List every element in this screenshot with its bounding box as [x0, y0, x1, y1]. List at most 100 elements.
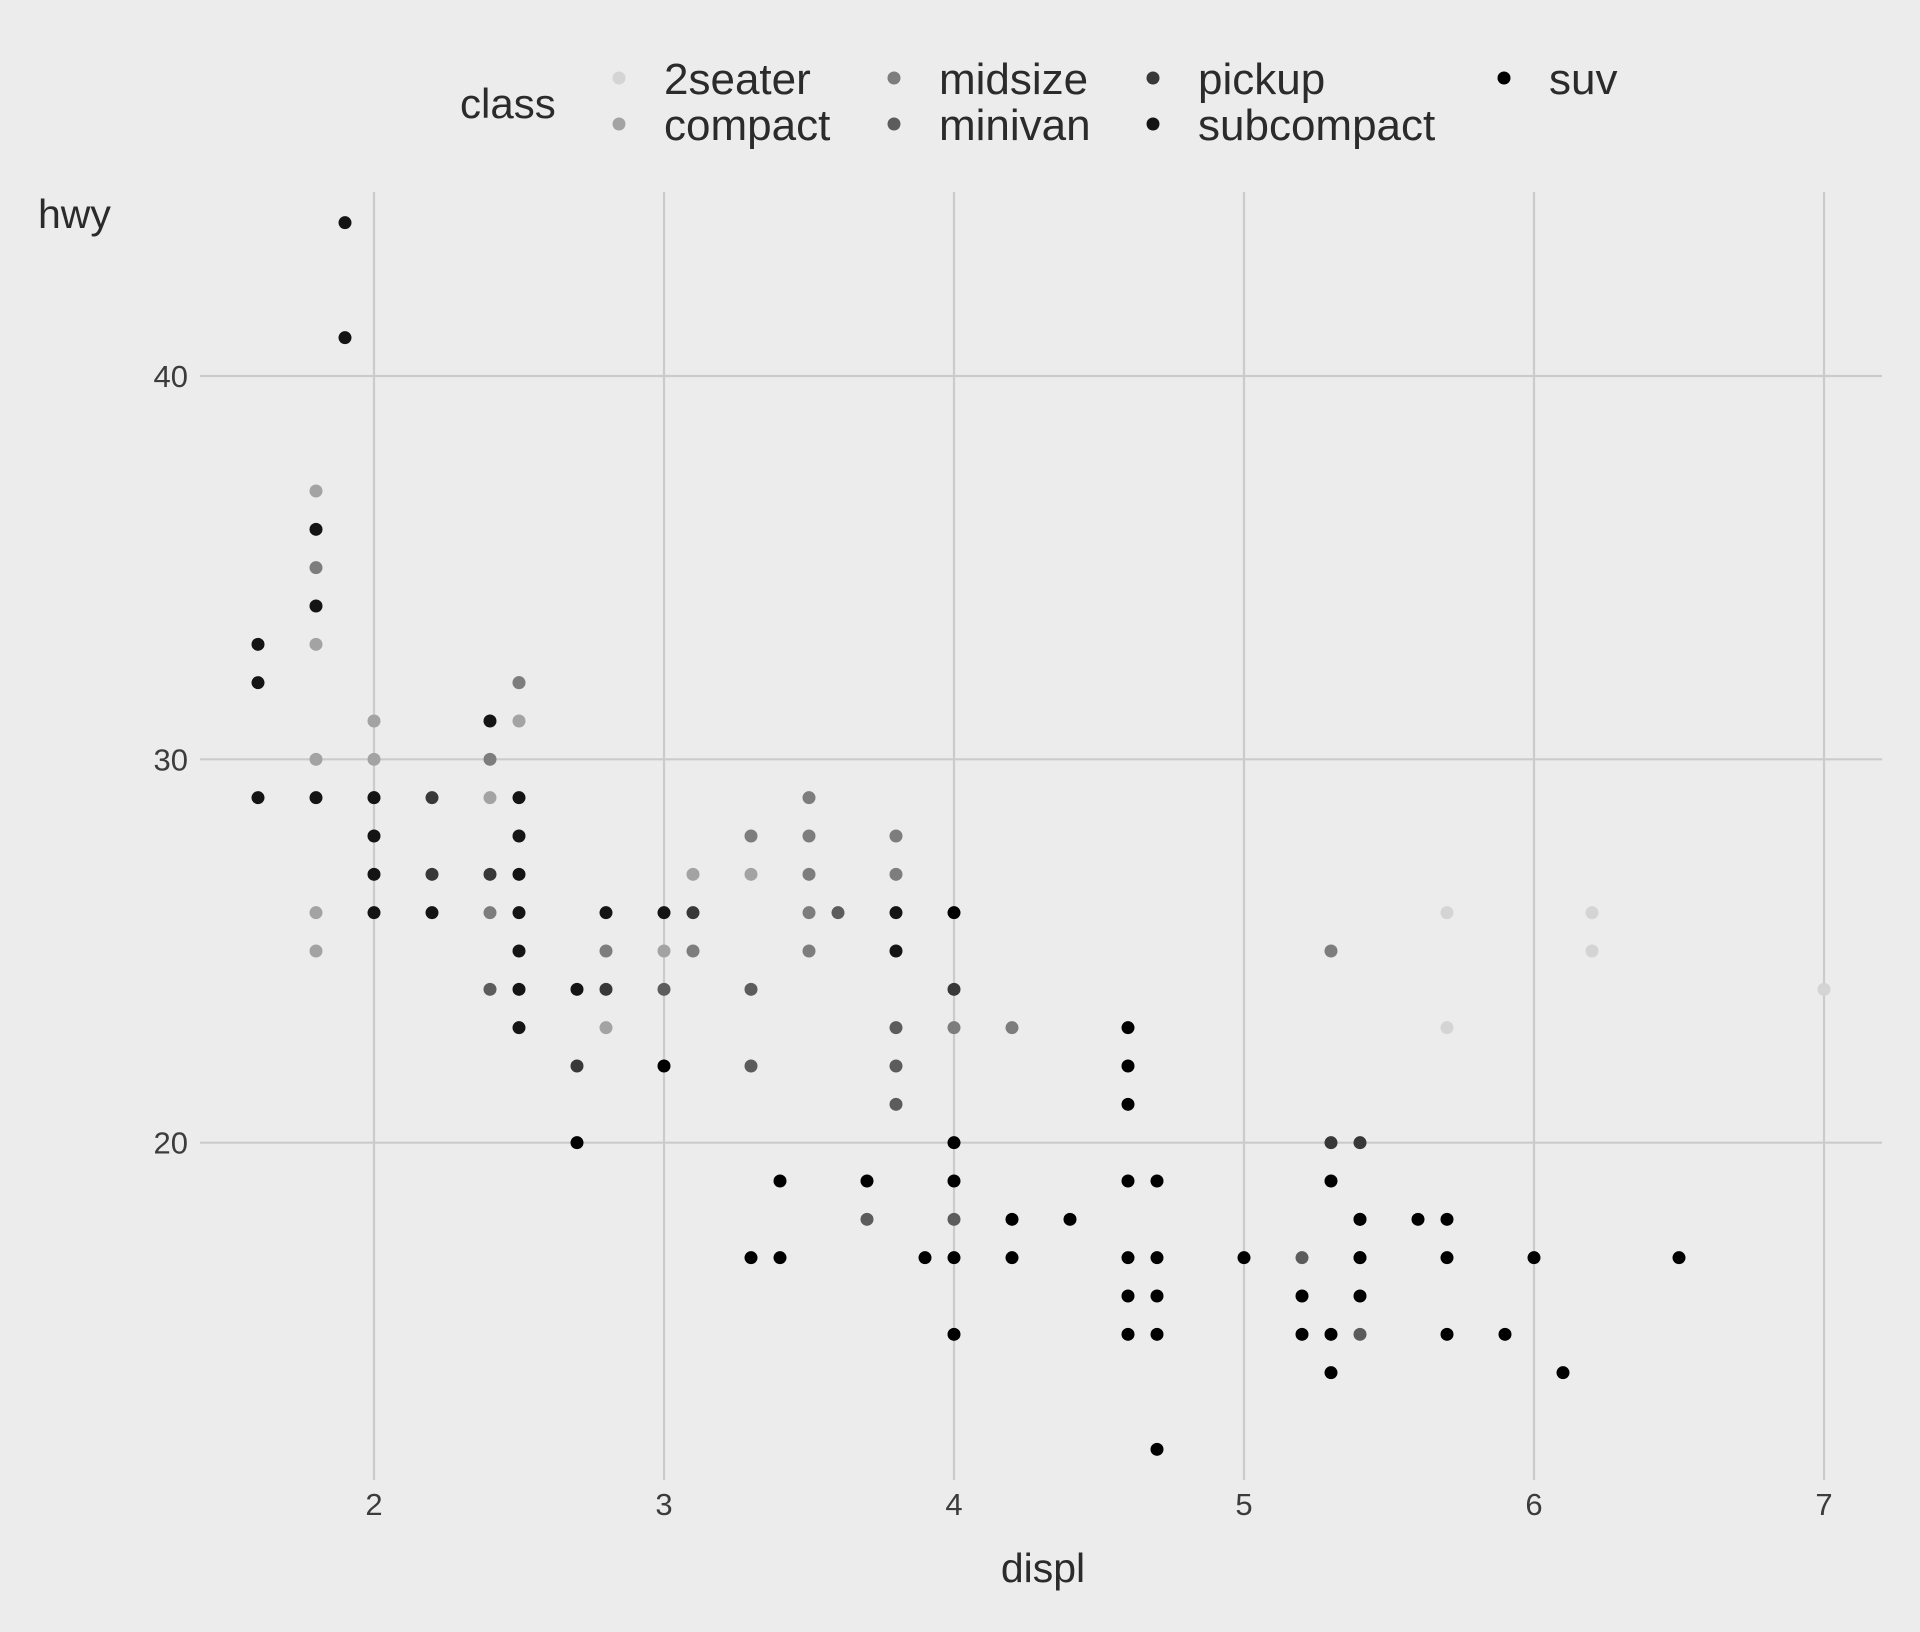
point-midsize [947, 1021, 961, 1035]
point-midsize [599, 944, 613, 958]
point-suv [947, 1136, 961, 1150]
point-pickup [686, 906, 700, 920]
x-axis-title: displ [1001, 1545, 1085, 1591]
point-suv [1440, 1327, 1454, 1341]
point-suv [1121, 1097, 1135, 1111]
point-midsize [744, 829, 758, 843]
point-minivan [889, 1097, 903, 1111]
point-pickup [1353, 1136, 1367, 1150]
point-2seater [1585, 944, 1599, 958]
point-suv [1150, 1442, 1164, 1456]
point-compact [309, 484, 323, 498]
point-compact [309, 752, 323, 766]
point-suv [947, 906, 961, 920]
point-compact [367, 714, 381, 728]
point-suv [570, 1136, 584, 1150]
point-midsize [802, 829, 816, 843]
point-subcompact [512, 982, 526, 996]
legend-key-midsize [887, 71, 901, 85]
point-pickup [425, 791, 439, 805]
point-subcompact [512, 1021, 526, 1035]
point-suv [947, 1174, 961, 1188]
x-tick-label: 7 [1815, 1487, 1832, 1522]
y-tick-label: 30 [154, 742, 188, 777]
point-suv [1353, 1212, 1367, 1226]
point-suv [1324, 1327, 1338, 1341]
legend-label-minivan: minivan [939, 101, 1091, 150]
point-suv [1150, 1174, 1164, 1188]
x-axis-ticks: 2 3 4 5 6 7 [365, 1487, 1832, 1522]
point-minivan [889, 1059, 903, 1073]
point-suv [1353, 1289, 1367, 1303]
point-pickup [599, 982, 613, 996]
point-subcompact [309, 522, 323, 536]
point-midsize [802, 867, 816, 881]
y-axis-ticks: 20 30 40 [154, 359, 188, 1161]
point-suv [1556, 1366, 1570, 1380]
point-minivan [831, 906, 845, 920]
point-midsize [1324, 944, 1338, 958]
point-midsize [483, 906, 497, 920]
point-suv [1005, 1212, 1019, 1226]
point-compact [309, 906, 323, 920]
point-suv [947, 1327, 961, 1341]
point-suv [918, 1251, 932, 1265]
legend-label-pickup: pickup [1198, 55, 1325, 104]
legend-title: class [460, 80, 556, 127]
point-pickup [483, 867, 497, 881]
point-compact [512, 714, 526, 728]
point-midsize [802, 944, 816, 958]
data-points [251, 216, 1831, 1456]
point-suv [1295, 1289, 1309, 1303]
point-suv [1324, 1174, 1338, 1188]
point-pickup [1324, 1136, 1338, 1150]
legend-label-suv: suv [1549, 55, 1617, 104]
legend-label-subcompact: subcompact [1198, 101, 1435, 150]
x-tick-label: 3 [655, 1487, 672, 1522]
point-suv [1150, 1327, 1164, 1341]
point-suv [1353, 1251, 1367, 1265]
point-midsize [889, 867, 903, 881]
point-suv [1527, 1251, 1541, 1265]
point-subcompact [483, 714, 497, 728]
point-suv [1121, 1021, 1135, 1035]
point-2seater [1440, 1021, 1454, 1035]
point-suv [1121, 1327, 1135, 1341]
point-2seater [1440, 906, 1454, 920]
point-subcompact [889, 906, 903, 920]
x-tick-label: 2 [365, 1487, 382, 1522]
legend-key-subcompact [1146, 117, 1160, 131]
point-subcompact [657, 906, 671, 920]
point-subcompact [309, 791, 323, 805]
point-subcompact [309, 599, 323, 613]
point-suv [1121, 1059, 1135, 1073]
point-compact [309, 637, 323, 651]
point-2seater [1817, 982, 1831, 996]
point-suv [1440, 1212, 1454, 1226]
point-subcompact [251, 791, 265, 805]
point-subcompact [251, 637, 265, 651]
point-pickup [570, 1059, 584, 1073]
legend-key-suv [1497, 71, 1511, 85]
point-subcompact [889, 944, 903, 958]
point-suv [1121, 1251, 1135, 1265]
point-suv [1295, 1327, 1309, 1341]
point-suv [1063, 1212, 1077, 1226]
point-subcompact [570, 982, 584, 996]
y-tick-label: 40 [154, 359, 188, 394]
point-midsize [889, 829, 903, 843]
point-minivan [483, 982, 497, 996]
point-suv [1324, 1366, 1338, 1380]
point-compact [309, 944, 323, 958]
point-pickup [947, 982, 961, 996]
point-suv [860, 1174, 874, 1188]
point-suv [773, 1174, 787, 1188]
y-tick-label: 20 [154, 1126, 188, 1161]
point-suv [1498, 1327, 1512, 1341]
point-midsize [802, 906, 816, 920]
point-suv [1440, 1251, 1454, 1265]
point-subcompact [425, 906, 439, 920]
point-subcompact [512, 829, 526, 843]
